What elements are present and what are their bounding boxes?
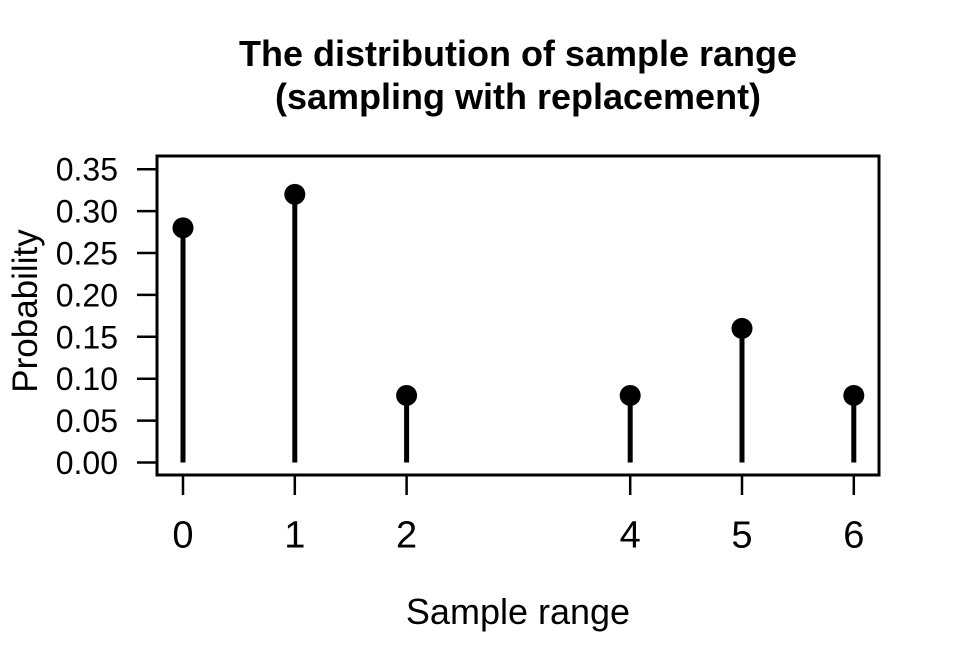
data-point xyxy=(172,217,194,239)
data-point xyxy=(284,183,306,205)
y-tick-label: 0.35 xyxy=(56,152,118,188)
plot-box xyxy=(155,154,881,477)
chart-title: The distribution of sample range (sampli… xyxy=(157,32,879,118)
y-tick-label: 0.25 xyxy=(56,236,118,272)
y-tick-label: 0.15 xyxy=(56,319,118,355)
y-tick-label: 0.30 xyxy=(56,194,118,230)
x-tick-label: 0 xyxy=(172,515,193,557)
y-tick-label: 0.05 xyxy=(56,403,118,439)
data-point xyxy=(731,317,753,339)
y-tick-label: 0.00 xyxy=(56,445,118,481)
x-tick-label: 4 xyxy=(620,515,641,557)
data-point xyxy=(843,384,865,406)
x-tick-label: 2 xyxy=(396,515,417,557)
y-tick-label: 0.10 xyxy=(56,361,118,397)
x-tick-label: 1 xyxy=(284,515,305,557)
chart-title-line2: (sampling with replacement) xyxy=(274,76,762,117)
x-tick-label: 6 xyxy=(843,515,864,557)
x-tick-label: 5 xyxy=(731,515,752,557)
x-axis-label: Sample range xyxy=(405,591,631,632)
data-point xyxy=(619,384,641,406)
chart-title-line1: The distribution of sample range xyxy=(238,33,798,74)
y-tick-label: 0.20 xyxy=(56,277,118,313)
data-point xyxy=(396,384,418,406)
